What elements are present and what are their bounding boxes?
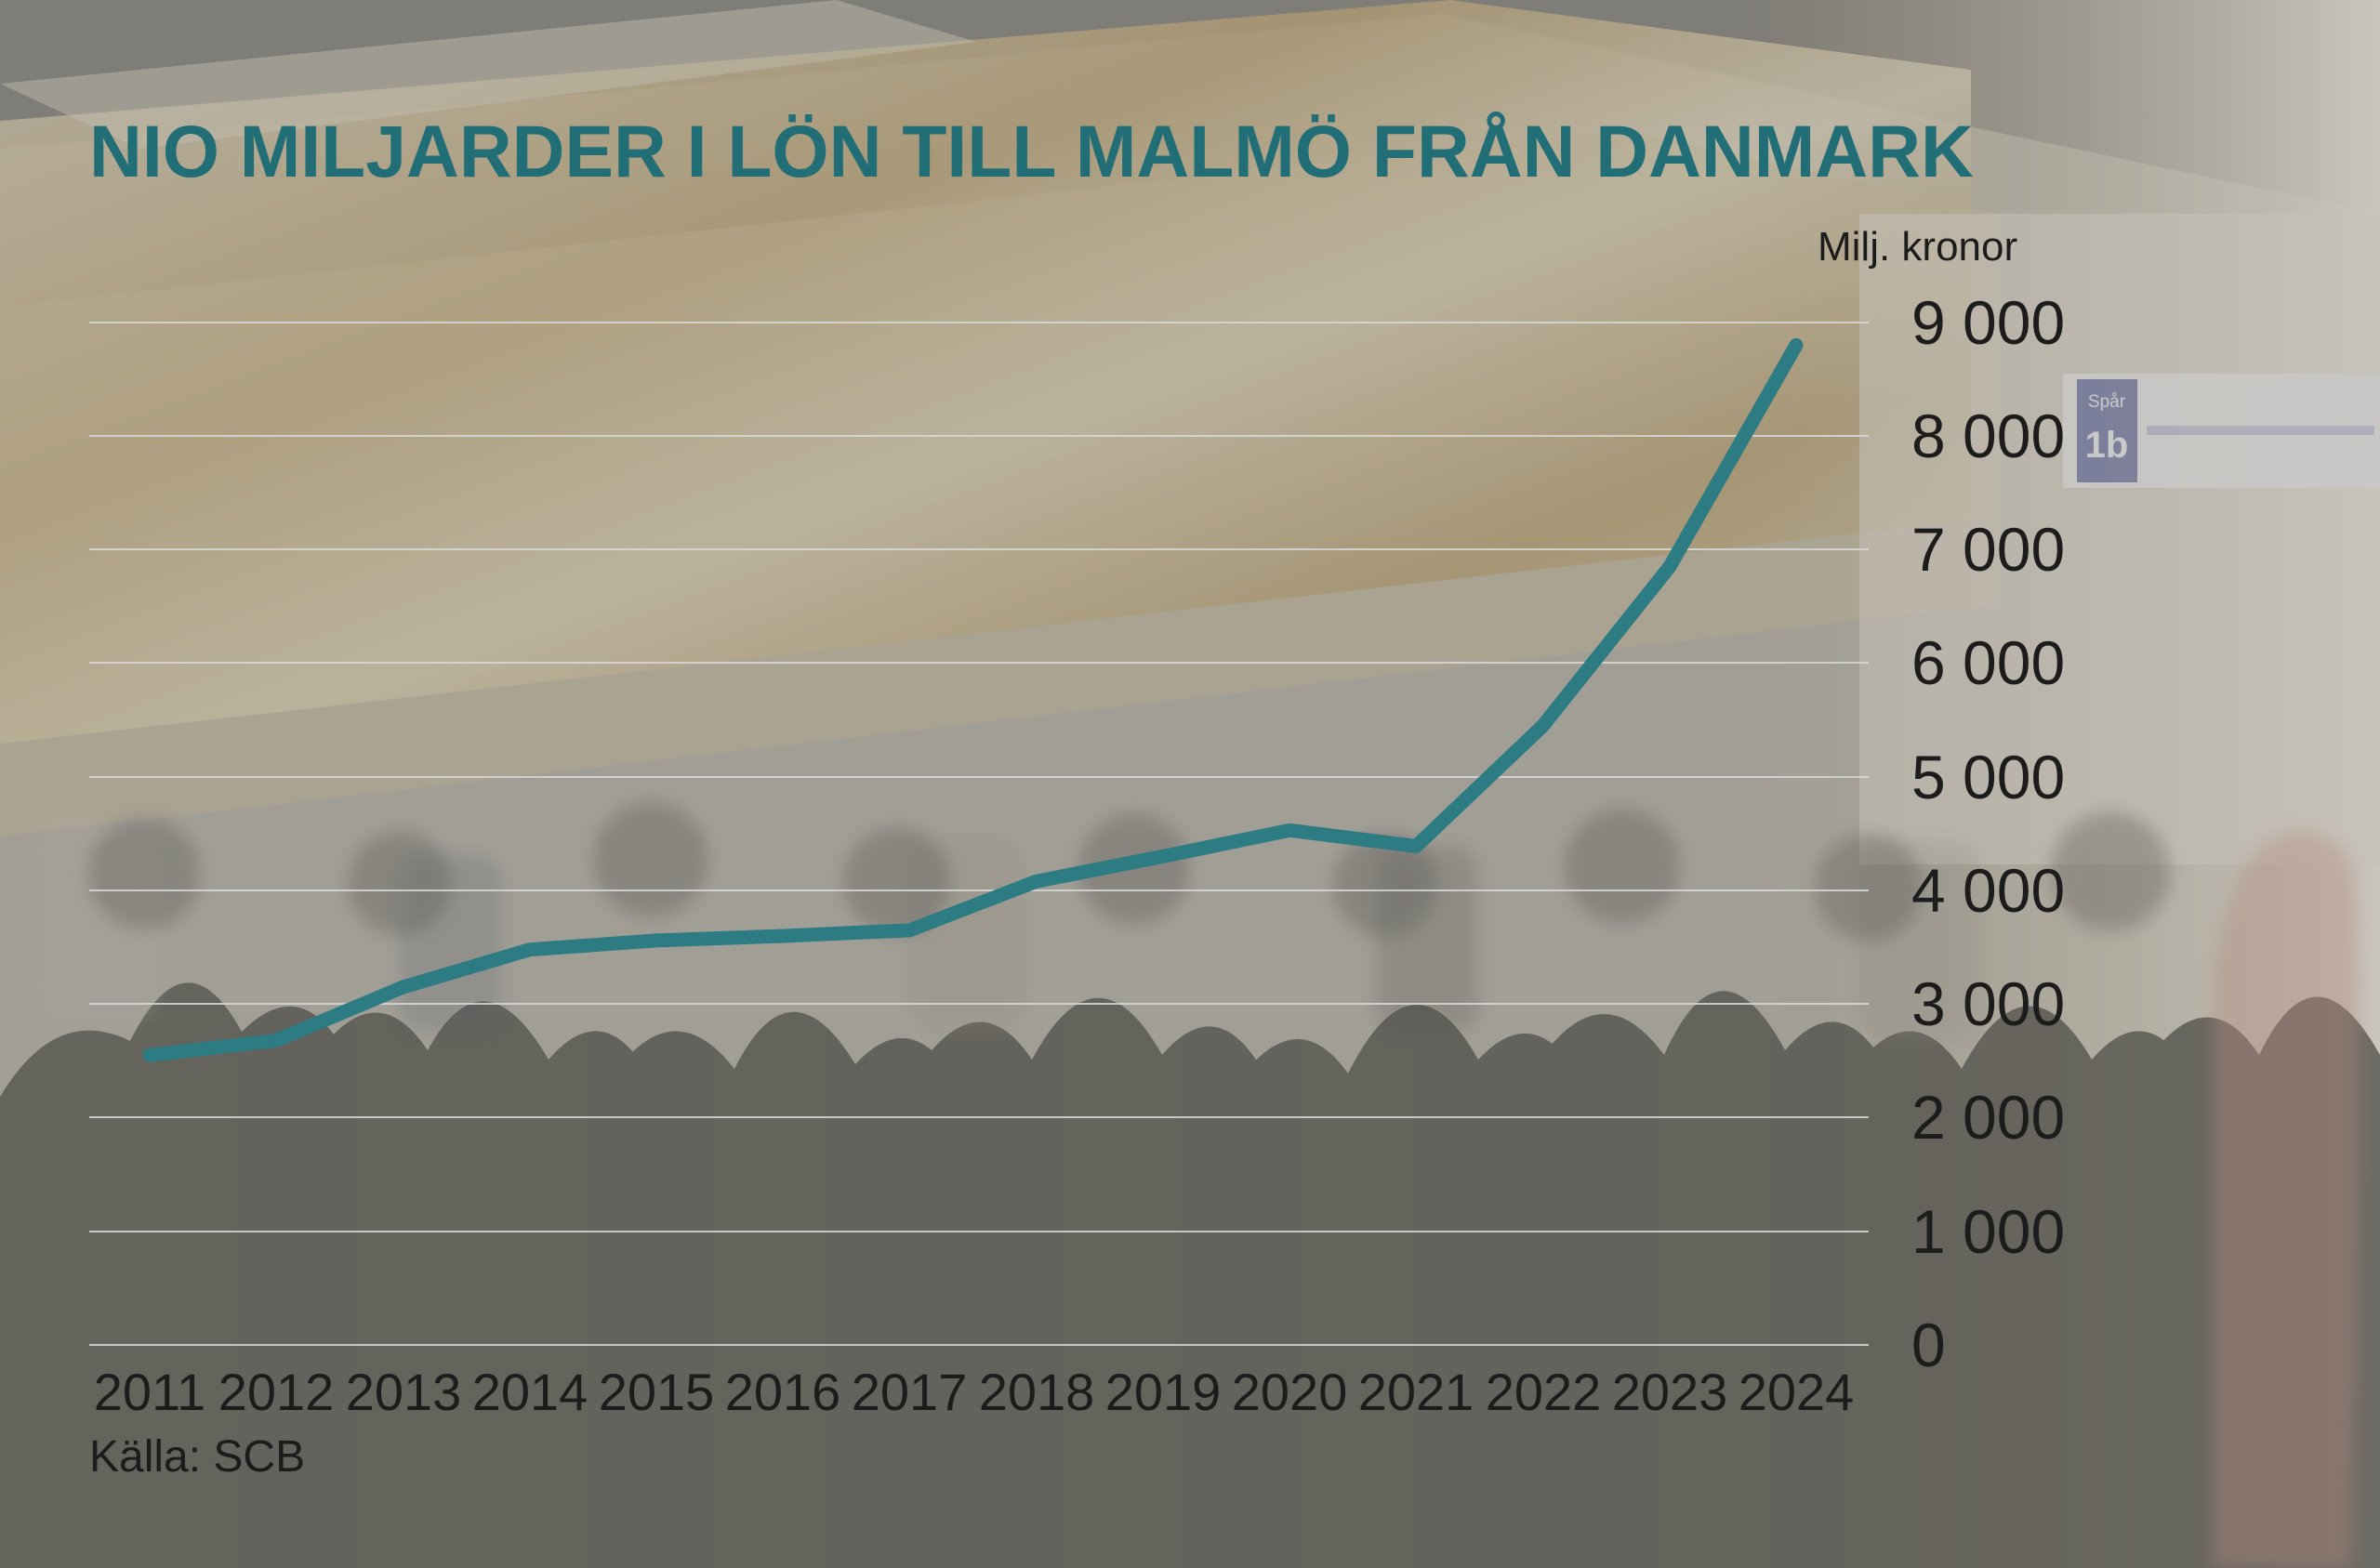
- svg-text:5 000: 5 000: [1911, 743, 2065, 811]
- svg-text:Källa: SCB: Källa: SCB: [89, 1432, 305, 1482]
- svg-text:3 000: 3 000: [1911, 969, 2065, 1038]
- svg-text:Milj. kronor: Milj. kronor: [1818, 224, 2017, 270]
- svg-text:2 000: 2 000: [1911, 1083, 2065, 1152]
- svg-text:0: 0: [1911, 1311, 1946, 1379]
- svg-text:8 000: 8 000: [1911, 402, 2065, 470]
- svg-text:2012: 2012: [218, 1363, 335, 1421]
- svg-text:2020: 2020: [1232, 1363, 1348, 1421]
- svg-text:7 000: 7 000: [1911, 515, 2065, 584]
- svg-text:1 000: 1 000: [1911, 1197, 2065, 1266]
- svg-text:2023: 2023: [1612, 1363, 1728, 1421]
- svg-text:2024: 2024: [1739, 1363, 1855, 1421]
- svg-text:9 000: 9 000: [1911, 288, 2065, 357]
- svg-text:2011: 2011: [94, 1363, 205, 1421]
- svg-text:2018: 2018: [979, 1363, 1095, 1421]
- svg-text:2022: 2022: [1486, 1363, 1602, 1421]
- svg-text:2015: 2015: [599, 1363, 715, 1421]
- svg-text:2013: 2013: [346, 1363, 462, 1421]
- svg-text:2017: 2017: [852, 1363, 968, 1421]
- svg-text:2019: 2019: [1105, 1363, 1222, 1421]
- svg-text:2021: 2021: [1358, 1363, 1474, 1421]
- svg-text:6 000: 6 000: [1911, 628, 2065, 697]
- svg-text:4 000: 4 000: [1911, 856, 2065, 925]
- svg-text:2014: 2014: [472, 1363, 588, 1421]
- svg-text:2016: 2016: [725, 1363, 841, 1421]
